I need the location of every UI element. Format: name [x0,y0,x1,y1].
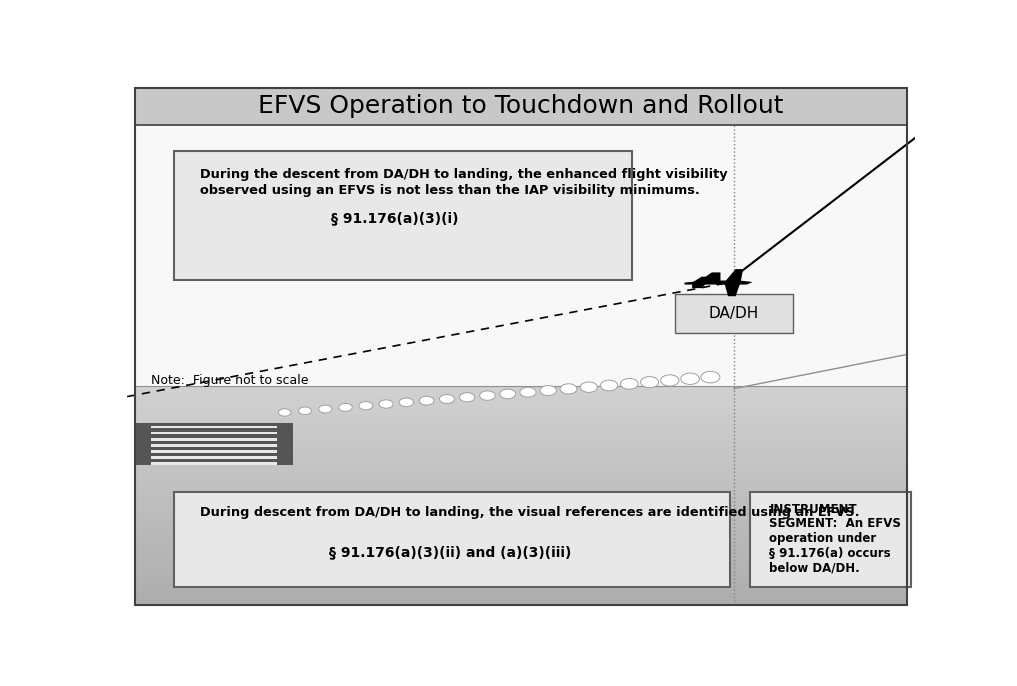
Ellipse shape [318,405,332,413]
FancyBboxPatch shape [135,446,907,452]
FancyBboxPatch shape [151,444,277,447]
FancyBboxPatch shape [135,418,907,425]
Ellipse shape [439,394,455,403]
FancyBboxPatch shape [135,600,907,605]
FancyBboxPatch shape [135,523,907,528]
FancyBboxPatch shape [135,468,907,474]
FancyBboxPatch shape [151,450,277,453]
FancyBboxPatch shape [135,457,907,463]
FancyBboxPatch shape [151,438,277,440]
FancyBboxPatch shape [675,294,793,333]
Ellipse shape [359,401,373,410]
Text: EFVS Operation to Touchdown and Rollout: EFVS Operation to Touchdown and Rollout [258,94,784,118]
Text: SEGMENT:  An EFVS: SEGMENT: An EFVS [770,517,901,530]
Ellipse shape [399,398,414,407]
Ellipse shape [680,373,700,384]
FancyBboxPatch shape [135,125,907,386]
FancyBboxPatch shape [151,426,277,429]
Polygon shape [724,269,743,296]
FancyBboxPatch shape [135,501,907,507]
Ellipse shape [419,397,434,405]
FancyBboxPatch shape [135,506,907,512]
Ellipse shape [279,409,291,416]
Text: During the descent from DA/DH to landing, the enhanced flight visibility: During the descent from DA/DH to landing… [199,168,727,181]
Ellipse shape [620,379,638,389]
FancyBboxPatch shape [151,432,277,434]
FancyBboxPatch shape [135,451,907,458]
Text: operation under: operation under [770,532,877,545]
FancyBboxPatch shape [135,440,907,447]
FancyBboxPatch shape [135,484,907,490]
FancyBboxPatch shape [135,550,907,556]
FancyBboxPatch shape [135,402,907,408]
FancyBboxPatch shape [750,492,911,587]
FancyBboxPatch shape [135,512,907,517]
Ellipse shape [480,391,495,401]
FancyBboxPatch shape [135,567,907,572]
Text: Note:  Figure not to scale: Note: Figure not to scale [151,375,308,388]
Text: § 91.176(a)(3)(i): § 91.176(a)(3)(i) [332,211,459,226]
Polygon shape [693,276,707,288]
Text: During descent from DA/DH to landing, the visual references are identified using: During descent from DA/DH to landing, th… [199,506,859,519]
FancyBboxPatch shape [135,429,907,436]
FancyBboxPatch shape [135,397,907,403]
FancyBboxPatch shape [135,589,907,594]
Ellipse shape [299,407,311,414]
Ellipse shape [661,375,679,386]
FancyBboxPatch shape [135,490,907,496]
FancyBboxPatch shape [135,462,907,469]
FancyBboxPatch shape [135,517,907,523]
Text: § 91.176(a)(3)(ii) and (a)(3)(iii): § 91.176(a)(3)(ii) and (a)(3)(iii) [330,545,572,560]
FancyBboxPatch shape [135,479,907,485]
FancyBboxPatch shape [135,534,907,539]
FancyBboxPatch shape [135,528,907,534]
Ellipse shape [641,377,659,388]
FancyBboxPatch shape [135,413,907,419]
FancyBboxPatch shape [135,407,907,414]
FancyBboxPatch shape [135,88,907,125]
FancyBboxPatch shape [135,545,907,550]
FancyBboxPatch shape [151,456,277,459]
FancyBboxPatch shape [135,424,907,430]
FancyBboxPatch shape [135,391,907,397]
FancyBboxPatch shape [135,561,907,567]
FancyBboxPatch shape [135,386,907,392]
Ellipse shape [499,389,516,399]
FancyBboxPatch shape [135,572,907,578]
FancyBboxPatch shape [135,556,907,561]
Ellipse shape [339,403,352,412]
Ellipse shape [520,388,536,397]
Text: DA/DH: DA/DH [709,306,759,321]
FancyBboxPatch shape [175,151,632,281]
Ellipse shape [701,371,720,383]
Ellipse shape [379,400,394,408]
Polygon shape [700,272,720,281]
Text: below DA/DH.: below DA/DH. [770,562,860,575]
FancyBboxPatch shape [135,423,293,465]
Ellipse shape [460,392,475,402]
FancyBboxPatch shape [135,495,907,501]
FancyBboxPatch shape [135,539,907,545]
FancyBboxPatch shape [175,492,730,587]
Text: INSTRUMENT: INSTRUMENT [770,503,857,516]
FancyBboxPatch shape [151,462,277,464]
FancyBboxPatch shape [135,435,907,441]
Text: observed using an EFVS is not less than the IAP visibility minimums.: observed using an EFVS is not less than … [199,184,700,197]
Ellipse shape [600,380,617,391]
FancyBboxPatch shape [135,594,907,600]
Ellipse shape [560,383,577,394]
Polygon shape [684,281,753,285]
FancyBboxPatch shape [135,583,907,589]
FancyBboxPatch shape [135,578,907,583]
Ellipse shape [540,386,556,396]
Text: § 91.176(a) occurs: § 91.176(a) occurs [770,547,891,560]
Ellipse shape [581,382,597,392]
FancyBboxPatch shape [135,473,907,480]
